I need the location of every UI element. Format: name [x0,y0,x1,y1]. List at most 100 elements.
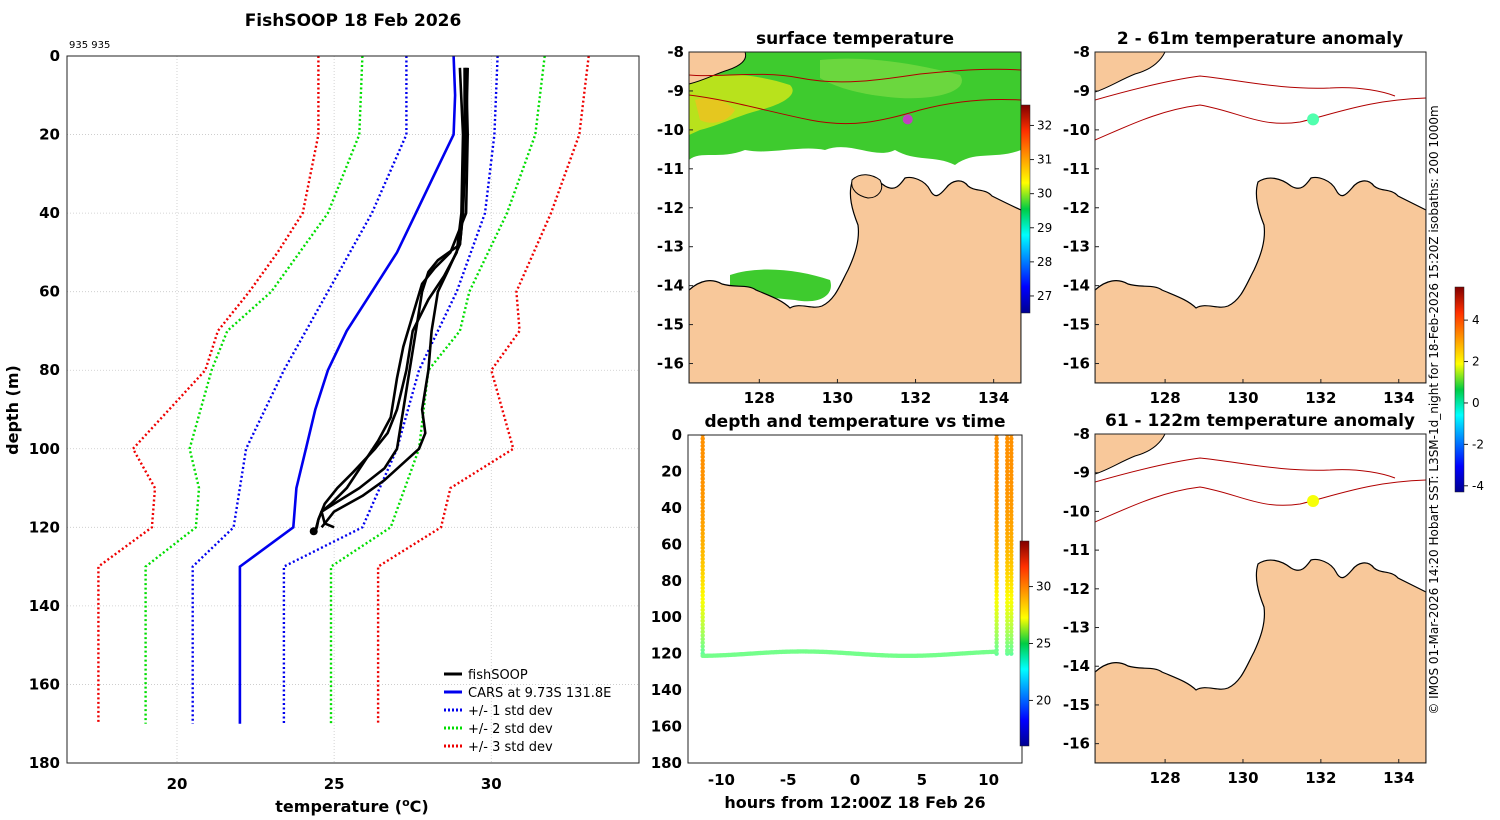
anomaly-lower-land-australia [1095,558,1426,763]
depth-time-point [1005,531,1010,536]
anomaly-lower-xtick-label: 132 [1305,769,1336,787]
sst-map-xtick-label: 130 [822,389,853,407]
depth-time-point [1009,567,1014,573]
anomaly-upper-ytick-label: -9 [1073,82,1090,100]
depth-time-point [1009,451,1014,456]
sst-map-xtick-label: 132 [900,389,931,407]
depth-time-point [994,567,999,573]
sst-map-ytick-label: -16 [657,355,684,373]
depth-time-point [700,622,705,627]
depth-time-point [700,436,705,441]
depth-time-point [1009,487,1014,492]
depth-time-point [994,600,999,605]
depth-time-ytick-label: 160 [651,718,682,736]
depth-time-point [700,607,705,613]
depth-time-point [1005,476,1010,481]
depth-time-point [1009,498,1014,503]
depth-time-point [700,516,705,522]
depth-time-point [994,520,999,525]
depth-time-xtick-label: -5 [780,771,797,789]
depth-time-point [700,534,705,540]
depth-time-point [700,574,705,580]
depth-time-point [1005,527,1010,532]
depth-time-point [1005,458,1010,463]
depth-time-point [700,633,705,638]
anomaly-upper-ytick-label: -11 [1063,160,1090,178]
depth-time-point [1009,574,1014,580]
depth-time-point [1005,465,1010,470]
anomaly-colorbar-ticks: -4 -2 0 2 4 [1464,313,1484,493]
depth-time-point [1005,483,1010,489]
anomaly-cbar-label: 0 [1472,396,1480,410]
depth-time-point [1005,578,1010,583]
profile-ytick-label: 80 [39,361,60,379]
depth-time-point [700,447,705,452]
depth-time-point [1009,469,1014,474]
depth-time-point [994,443,999,449]
depth-time-point [1009,491,1014,496]
depth-time-point [994,560,999,565]
depth-time-point [1005,472,1010,478]
depth-time-point [994,534,999,540]
depth-time-point [700,545,705,551]
depth-time-point [994,589,999,594]
sst-cbar-label: 29 [1037,221,1052,235]
sst-map-content [689,52,1021,383]
depth-time-point [994,454,999,460]
depth-time-cbar-label: 30 [1036,580,1051,594]
depth-time-point [700,560,705,565]
depth-time-ytick-label: 180 [651,754,682,772]
depth-time-point [994,640,999,645]
depth-time-point [994,604,999,609]
sst-map-ytick-label: -9 [667,82,684,100]
depth-time-cbar-label: 20 [1036,693,1051,707]
sst-colorbar-ticks: 27 28 29 30 31 32 [1030,118,1052,303]
depth-time-point [1005,502,1010,507]
depth-time-point [700,520,705,525]
anomaly-lower-ytick-label: -10 [1063,502,1090,520]
depth-time-point [1009,443,1014,449]
depth-time-point [994,498,999,503]
depth-time-point [700,531,705,536]
depth-time-point [994,447,999,452]
figure-id-label: 935 935 [69,40,110,51]
depth-time-point [700,461,705,467]
depth-time-point [1009,458,1014,463]
depth-time-point [1009,435,1014,438]
depth-time-point [700,553,705,558]
anomaly-upper-xtick-label: 132 [1305,389,1336,407]
legend-label-1sd: +/- 1 std dev [468,704,553,719]
depth-time-point [700,527,705,532]
depth-time-point [1009,465,1014,470]
depth-time-point [1009,640,1014,645]
depth-time-point [994,625,999,631]
depth-time-point [1005,585,1010,591]
depth-time-point [994,618,999,624]
depth-time-point [700,618,705,624]
depth-time-point [994,509,999,514]
sst-cbar-label: 28 [1037,255,1052,269]
depth-time-point [1005,574,1010,580]
depth-time-point [994,505,999,511]
depth-time-point [994,480,999,485]
legend-label-fishsoop: fishSOOP [468,668,528,683]
depth-time-point [700,435,705,438]
depth-time-point [1005,629,1010,634]
profile-ytick-label: 100 [29,440,60,458]
depth-time-point [700,640,705,645]
depth-time-point [1008,649,1013,654]
anomaly-upper-title: 2 - 61m temperature anomaly [1117,29,1403,49]
depth-time-point [994,458,999,463]
anomaly-lower-ytick-label: -13 [1063,619,1090,637]
profile-ytick-label: 60 [39,283,60,301]
anomaly-upper-ytick-label: -12 [1063,199,1090,217]
depth-time-point [1009,480,1014,485]
depth-time-point [700,542,705,547]
sst-map-ytick-label: -11 [657,160,684,178]
anomaly-lower-xtick-label: 130 [1227,769,1258,787]
anomaly-lower-xtick-label: 134 [1383,769,1414,787]
profile-ytick-label: 180 [29,754,60,772]
sst-map-ytick-label: -13 [657,238,684,256]
depth-time-point [700,443,705,449]
sst-map-ytick-label: -10 [657,121,684,139]
